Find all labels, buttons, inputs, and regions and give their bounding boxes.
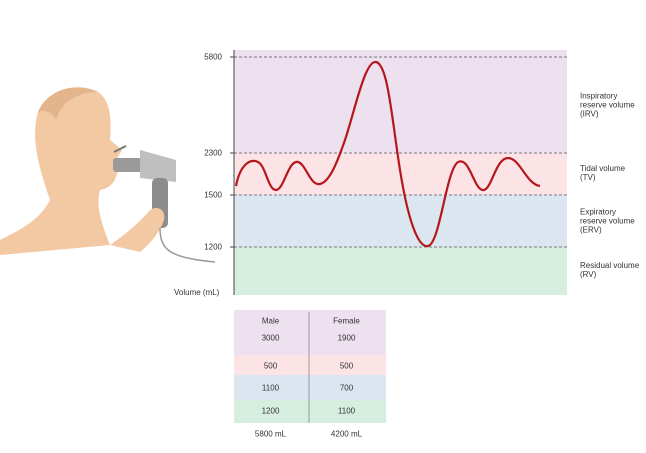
table-cell: 1900 (309, 334, 384, 343)
table-cell: 1200 (233, 407, 308, 416)
page: 5800 2300 1500 1200 Volume (mL) Inspirat… (0, 0, 646, 453)
table-cell: 3000 (233, 334, 308, 343)
rv-band (234, 247, 567, 295)
zone-label: Residual volume (RV) (580, 261, 642, 279)
table-total: 5800 mL (233, 430, 308, 439)
tick-label: 1200 (204, 243, 222, 252)
person-illustration (0, 87, 215, 262)
irv-band (234, 50, 567, 153)
zone-label: Tidal volume (TV) (580, 164, 642, 182)
tick-label: 1500 (204, 191, 222, 200)
table-header: Male (233, 317, 308, 326)
table-cell: 700 (309, 384, 384, 393)
tick-marks (230, 57, 234, 247)
zone-label: Inspiratory reserve volume (IRV) (580, 92, 642, 119)
axis-label: Volume (mL) (174, 288, 219, 297)
tick-label: 5800 (204, 53, 222, 62)
table-cell: 1100 (233, 384, 308, 393)
tick-label: 2300 (204, 149, 222, 158)
table-cell: 1100 (309, 407, 384, 416)
erv-band (234, 195, 567, 247)
table-cell: 500 (309, 362, 384, 371)
table-total: 4200 mL (309, 430, 384, 439)
zone-label: Expiratory reserve volume (ERV) (580, 208, 642, 235)
table-header: Female (309, 317, 384, 326)
table-cell: 500 (233, 362, 308, 371)
